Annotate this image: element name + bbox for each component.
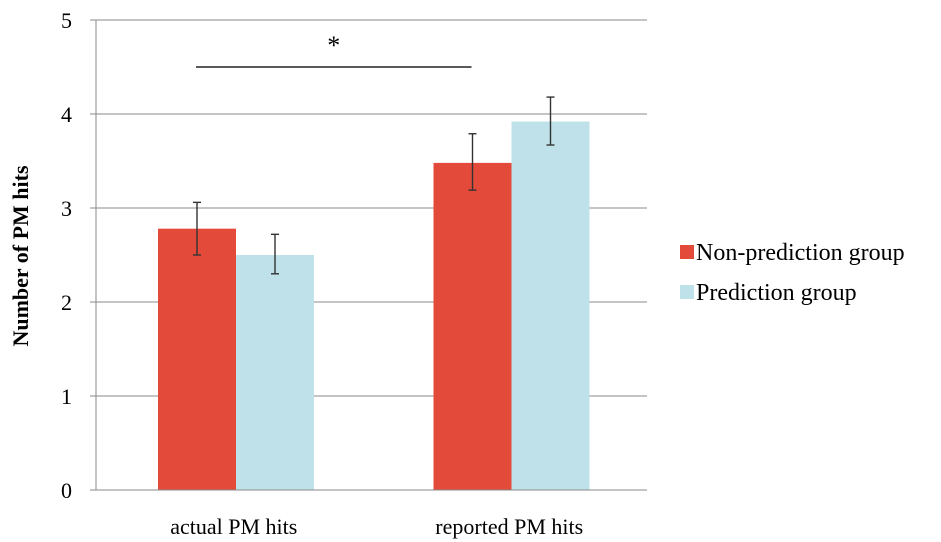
legend-swatch <box>680 245 694 259</box>
bar <box>433 162 512 490</box>
error-bars <box>193 96 555 275</box>
y-tick-labels: 0 1 2 3 4 5 <box>61 8 72 503</box>
bars <box>158 121 590 491</box>
category-label: actual PM hits <box>170 514 297 539</box>
legend: Non-prediction group Prediction group <box>680 240 905 306</box>
y-tick-label: 4 <box>61 102 72 127</box>
axes <box>95 20 647 491</box>
category-label: reported PM hits <box>435 514 583 539</box>
bar <box>158 228 236 490</box>
y-tick-label: 3 <box>61 196 72 221</box>
significance-asterisk: * <box>327 31 340 60</box>
bar <box>511 121 590 491</box>
category-labels: actual PM hits reported PM hits <box>170 514 583 539</box>
legend-swatch <box>680 285 694 299</box>
significance-annotation: * <box>196 31 472 68</box>
legend-label: Prediction group <box>696 280 857 306</box>
y-tick-label: 2 <box>61 290 72 315</box>
y-tick-label: 1 <box>61 384 72 409</box>
y-tick-label: 0 <box>61 478 72 503</box>
legend-label: Non-prediction group <box>696 240 905 266</box>
y-tick-label: 5 <box>61 8 72 33</box>
y-axis-title: Number of PM hits <box>8 165 33 347</box>
bar <box>236 255 314 490</box>
